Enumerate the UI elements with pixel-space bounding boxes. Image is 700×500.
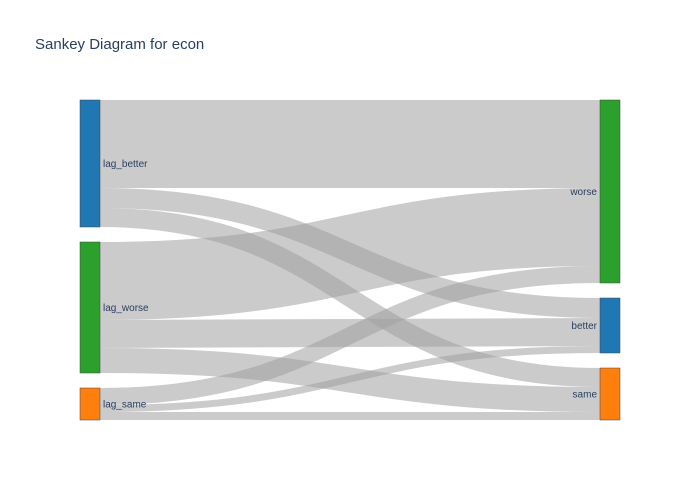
node-label-worse: worse [569,187,597,198]
labels-layer: lag_better lag_worse lag_same worse better sa… [103,159,598,411]
node-label-lag_worse: lag_worse [103,303,149,314]
link-lag_same-to-better[interactable] [99,346,601,412]
node-lag_same[interactable] [79,387,101,421]
node-better[interactable] [599,297,621,354]
nodes-layer [79,99,621,421]
links-layer [99,99,601,421]
node-label-lag_better: lag_better [103,159,148,170]
link-lag_worse-to-worse[interactable] [99,188,601,320]
node-lag_worse[interactable] [79,241,101,374]
node-label-lag_same: lag_same [103,400,147,411]
node-label-better: better [571,321,597,332]
node-lag_better[interactable] [79,99,101,228]
link-lag_same-to-worse[interactable] [99,266,601,405]
link-lag_better-to-same[interactable] [99,208,601,387]
node-worse[interactable] [599,99,621,284]
node-label-same: same [573,390,598,401]
node-same[interactable] [599,367,621,421]
chart-title: Sankey Diagram for econ [35,36,205,53]
